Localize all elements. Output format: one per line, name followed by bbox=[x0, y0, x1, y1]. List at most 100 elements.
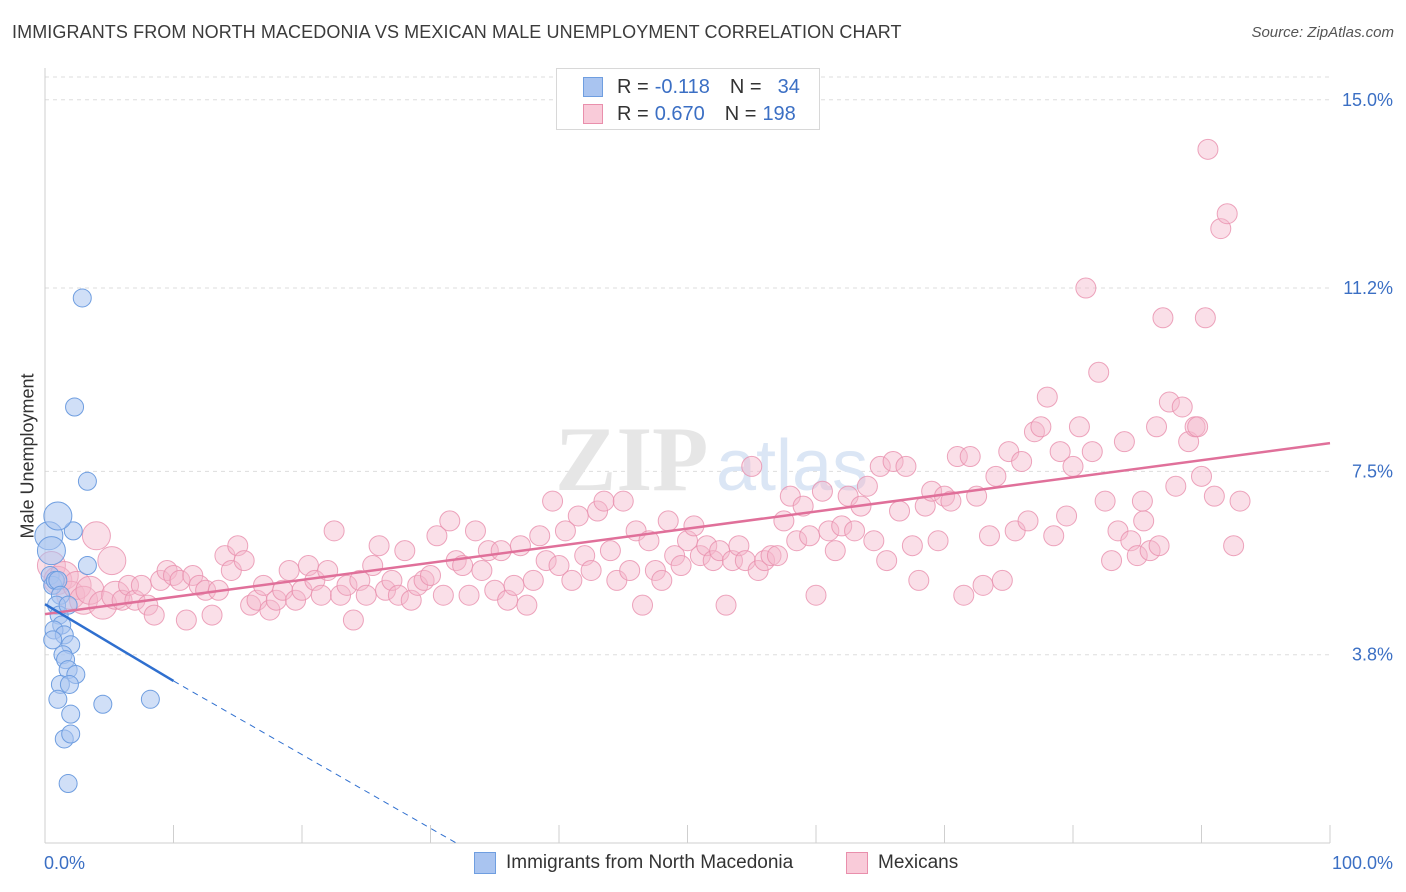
y-axis-label: Male Unemployment bbox=[17, 373, 38, 539]
mexicans-point bbox=[554, 520, 576, 542]
mexicans-point bbox=[908, 569, 930, 591]
mexicans-point bbox=[522, 569, 544, 591]
mexicans-point bbox=[1229, 490, 1251, 512]
mexicans-point bbox=[265, 589, 287, 611]
mexicans-point bbox=[464, 520, 486, 542]
mexicans-point bbox=[1036, 386, 1058, 408]
mexicans-point bbox=[1197, 138, 1219, 160]
mexicans-point bbox=[599, 540, 621, 562]
mexicans-point bbox=[1030, 416, 1052, 438]
mexicans-point bbox=[1081, 441, 1103, 463]
mexicans-point bbox=[844, 520, 866, 542]
north-macedonia-point bbox=[93, 694, 113, 714]
mexicans-point bbox=[1075, 277, 1097, 299]
axes bbox=[44, 68, 1331, 844]
mexicans-point bbox=[882, 450, 904, 472]
mexicans-point bbox=[182, 564, 204, 586]
mexicans-point bbox=[1171, 396, 1193, 418]
north-macedonia-point bbox=[77, 471, 97, 491]
mexicans-point bbox=[946, 446, 968, 468]
mexicans-point bbox=[471, 559, 493, 581]
mexicans-point bbox=[535, 550, 557, 572]
legend-r-value: 0.670 bbox=[654, 102, 705, 125]
legend-swatch-blue bbox=[583, 77, 603, 97]
north-macedonia-point bbox=[140, 689, 160, 709]
x-tick-label: 100.0% bbox=[1332, 853, 1393, 873]
mexicans-point bbox=[876, 550, 898, 572]
y-tick-label: 11.2% bbox=[1343, 278, 1393, 298]
tick-labels: 3.8% 7.5% 11.2% 15.0% 0.0% 100.0% bbox=[44, 90, 1393, 873]
mexicans-point bbox=[1126, 545, 1148, 567]
legend-swatch-pink bbox=[846, 852, 868, 874]
series-legend: Immigrants from North Macedonia Mexicans bbox=[0, 852, 1406, 878]
mexicans-point bbox=[959, 446, 981, 468]
mexicans-point bbox=[1062, 455, 1084, 477]
legend-label-mexicans: Mexicans bbox=[878, 852, 959, 873]
mexicans-point bbox=[1165, 475, 1187, 497]
mexicans-trend-line bbox=[44, 441, 1331, 616]
mexicans-point bbox=[863, 530, 885, 552]
trend-lines bbox=[44, 441, 1331, 844]
mexicans-point bbox=[233, 550, 255, 572]
mexicans-point bbox=[426, 525, 448, 547]
legend-item-macedonia: Immigrants from North Macedonia bbox=[474, 852, 793, 874]
mexicans-point bbox=[542, 490, 564, 512]
mexicans-point bbox=[1101, 550, 1123, 572]
mexicans-point bbox=[895, 455, 917, 477]
watermark-zip: ZIP bbox=[555, 408, 708, 510]
north-macedonia-point bbox=[61, 724, 81, 744]
mexicans-point bbox=[529, 525, 551, 547]
mexicans-point bbox=[285, 589, 307, 611]
mexicans-point bbox=[689, 545, 711, 567]
mexicans-point bbox=[953, 584, 975, 606]
mexicans-point bbox=[715, 594, 737, 616]
legend-r-label: R = bbox=[617, 75, 649, 98]
mexicans-point bbox=[644, 559, 666, 581]
mexicans-point bbox=[580, 559, 602, 581]
mexicans-point bbox=[1056, 505, 1078, 527]
mexicans-point bbox=[143, 604, 165, 626]
mexicans-point bbox=[1191, 465, 1212, 487]
mexicans-point bbox=[201, 604, 223, 626]
mexicans-point bbox=[940, 490, 962, 512]
mexicans-point bbox=[342, 609, 364, 631]
north-macedonia-point bbox=[48, 689, 68, 709]
mexicans-point bbox=[799, 525, 821, 547]
north-macedonia-point bbox=[65, 397, 85, 417]
legend-row-mexicans: R = 0.670 N = 198 bbox=[583, 101, 796, 127]
mexicans-point bbox=[619, 559, 641, 581]
mexicans-point bbox=[792, 495, 814, 517]
mexicans-point bbox=[632, 594, 654, 616]
mexicans-point bbox=[670, 555, 692, 577]
mexicans-point bbox=[278, 559, 300, 581]
north-macedonia-point bbox=[36, 536, 66, 566]
mexicans-point bbox=[741, 455, 763, 477]
north-macedonia-point bbox=[43, 501, 73, 531]
north-macedonia-point bbox=[58, 774, 78, 794]
mexicans-point bbox=[458, 584, 480, 606]
mexicans-point bbox=[169, 569, 191, 591]
legend-label-macedonia: Immigrants from North Macedonia bbox=[506, 852, 794, 873]
mexicans-point bbox=[310, 584, 332, 606]
mexicans-point bbox=[818, 520, 840, 542]
mexicans-point bbox=[811, 480, 833, 502]
legend-r-value: -0.118 bbox=[654, 75, 710, 98]
mexicans-point bbox=[1049, 441, 1071, 463]
mexicans-point bbox=[657, 510, 679, 532]
mexicans-point bbox=[336, 574, 358, 596]
mexicans-point bbox=[927, 530, 949, 552]
mexicans-point bbox=[978, 525, 1000, 547]
north-macedonia-points bbox=[34, 288, 160, 794]
mexicans-point bbox=[985, 465, 1007, 487]
mexicans-point bbox=[175, 609, 197, 631]
mexicans-point bbox=[612, 490, 634, 512]
mexicans-point bbox=[439, 510, 461, 532]
north-macedonia-point bbox=[61, 704, 81, 724]
mexicans-point bbox=[81, 521, 111, 551]
mexicans-point bbox=[75, 575, 105, 605]
mexicans-points bbox=[36, 138, 1251, 631]
mexicans-point bbox=[587, 500, 609, 522]
mexicans-point bbox=[1113, 431, 1135, 453]
mexicans-point bbox=[503, 574, 525, 596]
north-macedonia-point bbox=[43, 630, 63, 650]
